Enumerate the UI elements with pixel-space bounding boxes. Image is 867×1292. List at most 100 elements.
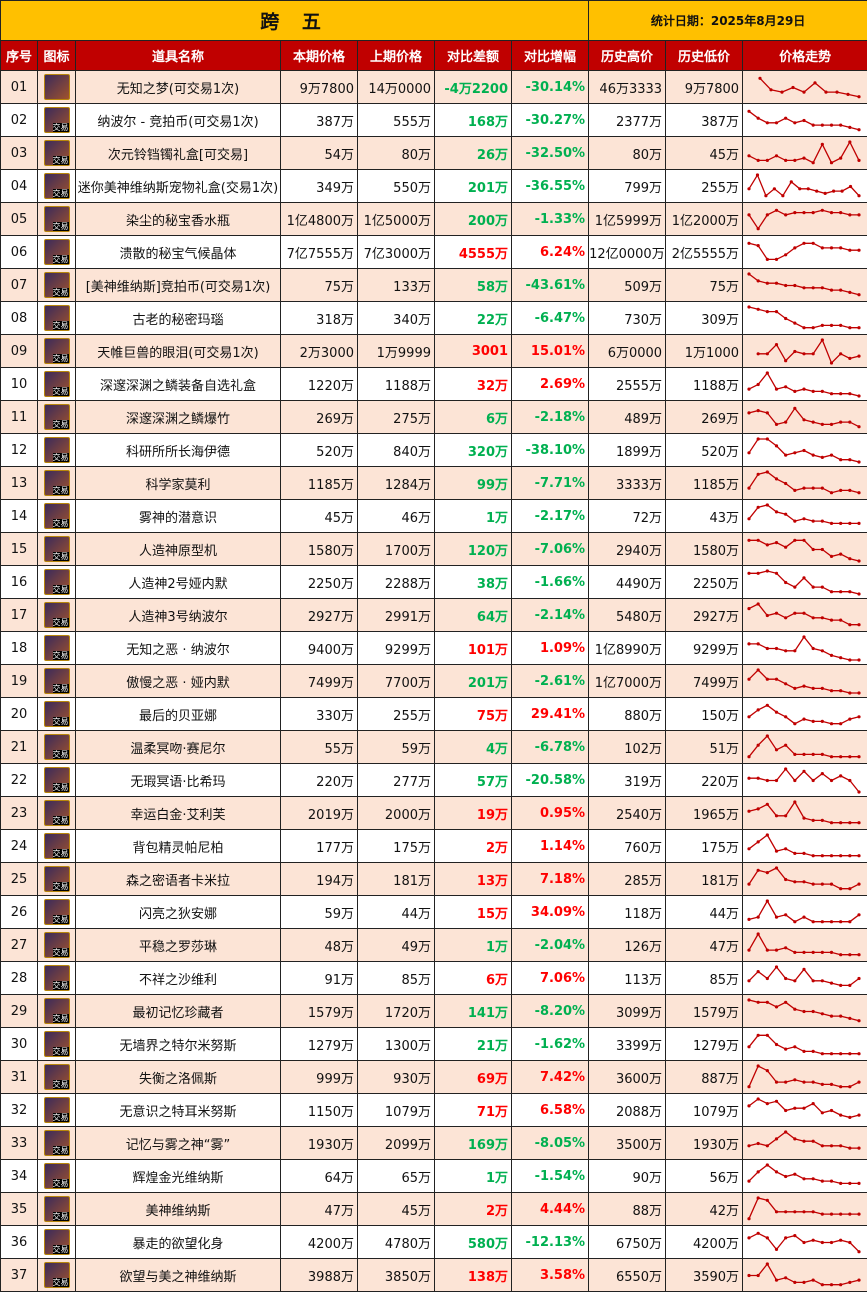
price-diff: 1万 xyxy=(434,1159,512,1193)
trend-point xyxy=(765,351,769,355)
row-no: 15 xyxy=(0,532,38,566)
trend-cell xyxy=(742,334,867,368)
history-high: 46万3333 xyxy=(588,70,667,104)
trend-point xyxy=(793,1172,797,1176)
item-icon: 交易 xyxy=(43,272,70,298)
item-name: 无墙界之特尔米努斯 xyxy=(75,1027,281,1061)
item-icon-cell: 交易 xyxy=(37,301,76,335)
item-name: 溃散的秘宝气候晶体 xyxy=(75,235,281,269)
previous-price: 45万 xyxy=(357,1192,435,1226)
item-name: 最初记忆珍藏者 xyxy=(75,994,281,1028)
trend-point xyxy=(784,481,788,485)
row-no: 02 xyxy=(0,103,38,137)
trend-cell xyxy=(742,268,867,302)
col-change-pct: 对比增幅 xyxy=(510,40,590,71)
trend-point xyxy=(811,241,815,245)
trade-badge: 交易 xyxy=(52,717,69,726)
trade-badge: 交易 xyxy=(52,1014,69,1023)
trend-point xyxy=(802,351,806,355)
trend-point xyxy=(774,208,779,212)
trend-point xyxy=(793,799,797,804)
trend-point xyxy=(784,1000,788,1004)
change-pct: -30.27% xyxy=(510,103,590,137)
trend-point xyxy=(774,476,779,480)
item-icon: 交易 xyxy=(43,1064,70,1090)
table-row: 05 交易 染尘的秘宝香水瓶 1亿4800万 1亿5000万 200万 -1.33% 1亿59… xyxy=(0,202,867,236)
trend-point xyxy=(811,1009,815,1013)
trend-point xyxy=(848,1280,852,1284)
trend-point xyxy=(848,690,852,695)
previous-price: 930万 xyxy=(357,1060,435,1094)
trend-point xyxy=(789,179,793,183)
history-high: 730万 xyxy=(588,301,667,335)
trend-point xyxy=(765,1198,769,1202)
trend-cell xyxy=(742,895,867,929)
trade-badge: 交易 xyxy=(52,684,69,693)
trend-line xyxy=(748,503,860,524)
trend-point xyxy=(829,1108,834,1112)
trend-cell xyxy=(742,1192,867,1226)
trend-point xyxy=(820,486,824,490)
trend-point xyxy=(784,1080,788,1084)
trend-point xyxy=(829,882,834,886)
trade-badge: 交易 xyxy=(52,1245,69,1254)
trend-point xyxy=(802,634,806,639)
item-icon-cell: 交易 xyxy=(37,598,76,632)
previous-price: 550万 xyxy=(357,169,435,203)
current-price: 1579万 xyxy=(280,994,358,1028)
trend-point xyxy=(829,1082,834,1086)
item-name: 失衡之洛佩斯 xyxy=(75,1060,281,1094)
current-price: 2万3000 xyxy=(280,334,358,368)
trend-point xyxy=(774,1209,779,1213)
table-row: 04 交易 迷你美神维纳斯宠物礼盒(交易1次) 349万 550万 201万 -36.55%… xyxy=(0,169,867,203)
row-no: 29 xyxy=(0,994,38,1028)
history-low: 4200万 xyxy=(665,1225,744,1259)
price-diff: 2万 xyxy=(434,1192,512,1226)
item-icon: 交易 xyxy=(43,1097,70,1123)
previous-price: 133万 xyxy=(357,268,435,302)
trend-point xyxy=(829,618,834,622)
trend-point xyxy=(839,618,843,622)
item-icon xyxy=(43,74,70,100)
trend-cell xyxy=(742,961,867,995)
trend-point xyxy=(765,1235,769,1239)
trend-point xyxy=(774,865,779,870)
trend-point xyxy=(793,919,797,923)
trade-badge: 交易 xyxy=(52,354,69,363)
trend-point xyxy=(829,422,834,426)
row-no: 06 xyxy=(0,235,38,269)
trend-point xyxy=(793,519,797,523)
previous-price: 14万0000 xyxy=(357,70,435,104)
current-price: 64万 xyxy=(280,1159,358,1193)
trend-point xyxy=(793,283,797,287)
trend-point xyxy=(820,978,824,982)
trend-point xyxy=(857,459,861,464)
history-low: 1930万 xyxy=(665,1126,744,1160)
item-icon: 交易 xyxy=(43,536,70,562)
trend-point xyxy=(829,554,834,558)
item-name: 天帷巨兽的眼泪(可交易1次) xyxy=(75,334,281,368)
item-icon: 交易 xyxy=(43,1163,70,1189)
row-no: 08 xyxy=(0,301,38,335)
trade-badge: 交易 xyxy=(52,750,69,759)
trend-point xyxy=(774,1136,779,1140)
item-icon: 交易 xyxy=(43,899,70,925)
trend-point xyxy=(765,613,769,617)
trend-point xyxy=(756,472,760,476)
item-icon-cell: 交易 xyxy=(37,1060,76,1094)
trend-point xyxy=(774,849,779,853)
item-name: 人造神3号纳波尔 xyxy=(75,598,281,632)
trend-point xyxy=(820,615,824,619)
trend-point xyxy=(820,1143,824,1147)
history-high: 3099万 xyxy=(588,994,667,1028)
price-trend-sparkline xyxy=(747,1096,861,1119)
trend-point xyxy=(802,816,806,820)
trend-point xyxy=(802,156,806,160)
trend-point xyxy=(784,1235,788,1239)
price-diff: 22万 xyxy=(434,301,512,335)
table-row: 06 交易 溃散的秘宝气候晶体 7亿7555万 7亿3000万 4555万 6.24% 12亿… xyxy=(0,235,867,269)
current-price: 2250万 xyxy=(280,565,358,599)
trend-point xyxy=(765,370,769,375)
price-trend-sparkline xyxy=(747,406,861,428)
trend-point xyxy=(839,488,843,492)
